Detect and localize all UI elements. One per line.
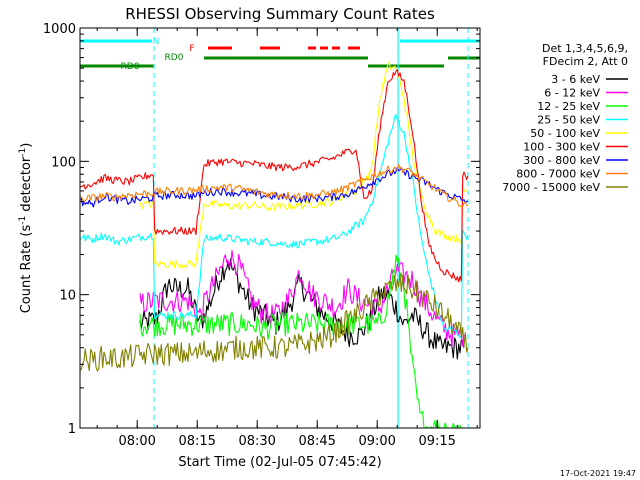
- legend-header-line-2: FDecim 2, Att 0: [543, 55, 628, 68]
- x-tick-label: 08:15: [178, 434, 215, 449]
- chart-title: RHESSI Observing Summary Count Rates: [125, 5, 435, 23]
- legend-label: 50 - 100 keV: [530, 127, 600, 140]
- legend-label: 800 - 7000 keV: [516, 168, 600, 181]
- series-line-5: [79, 69, 469, 283]
- series-line-0: [139, 258, 465, 360]
- y-tick-label: 100: [51, 155, 76, 170]
- legend-label: 100 - 300 keV: [523, 141, 600, 154]
- series-line-4: [139, 62, 469, 269]
- series-line-2: [139, 254, 464, 429]
- legend-label: 7000 - 15000 keV: [502, 181, 600, 194]
- series-line-1: [139, 249, 465, 347]
- y-tick-label: 10: [59, 289, 76, 304]
- legend-label: 25 - 50 keV: [537, 114, 600, 127]
- x-tick-label: 08:45: [298, 434, 335, 449]
- flag-label-rd8: RD8: [121, 62, 140, 72]
- plot-frame: [79, 27, 481, 429]
- legend-label: 12 - 25 keV: [537, 100, 600, 113]
- y-tick-label: 1: [68, 422, 76, 437]
- x-tick-label: 08:30: [238, 434, 275, 449]
- legend-label: 3 - 6 keV: [551, 73, 600, 86]
- flag-label-f: F: [189, 44, 194, 54]
- legend-label: 6 - 12 keV: [544, 87, 600, 100]
- x-axis-label: Start Time (02-Jul-05 07:45:42): [178, 455, 381, 470]
- legend-label: 300 - 800 keV: [523, 154, 600, 167]
- flag-label-n: N: [153, 37, 160, 47]
- x-tick-label: 09:00: [358, 434, 395, 449]
- series-line-7: [79, 163, 469, 208]
- y-axis-label: Count Rate (s-1 detector-1): [18, 143, 34, 314]
- series-line-3: [80, 114, 469, 339]
- legend-header-line-1: Det 1,3,4,5,6,9,: [542, 42, 628, 55]
- series-line-8: [79, 272, 469, 372]
- timestamp: 17-Oct-2021 19:47: [560, 469, 636, 478]
- y-tick-label: 1000: [43, 22, 76, 37]
- flag-label-rd0: RD0: [165, 53, 184, 63]
- x-tick-label: 08:00: [118, 434, 155, 449]
- x-tick-label: 09:15: [418, 434, 455, 449]
